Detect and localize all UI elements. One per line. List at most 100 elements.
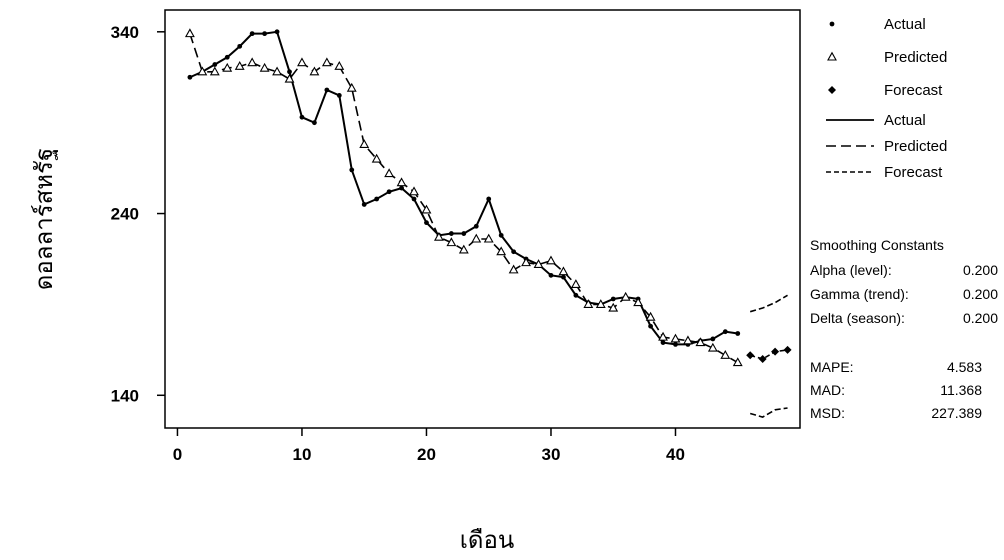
actual-point: [735, 331, 741, 336]
predicted-point: [732, 357, 743, 367]
legend-label: Actual: [884, 16, 926, 33]
constant-value: 0.200: [963, 262, 998, 278]
constant-value: 0.200: [963, 310, 998, 326]
predicted-point: [346, 82, 357, 92]
predicted-point: [683, 335, 693, 345]
actual-point: [710, 336, 716, 342]
actual-point: [673, 342, 678, 347]
predicted-point: [197, 66, 208, 76]
predicted-point: [234, 61, 245, 70]
legend-label: Predicted: [884, 138, 947, 155]
predicted-point: [433, 231, 444, 241]
forecast-line: [749, 349, 788, 360]
legend-marker-diamond: [828, 86, 836, 94]
actual-point: [548, 272, 554, 278]
predicted-point: [334, 61, 345, 70]
measure-value: 4.583: [947, 359, 982, 375]
actual-point: [299, 114, 305, 120]
predicted-point: [209, 66, 220, 76]
y-axis-title: ดอลลาร์สหรัฐ: [30, 148, 58, 290]
forecast-point: [746, 351, 755, 360]
smoothing-stats-panel: Smoothing Constants Alpha (level): 0.200 Ga…: [810, 237, 998, 421]
actual-point: [287, 69, 292, 75]
predicted-point: [396, 177, 407, 187]
predicted-point: [297, 57, 307, 67]
forecast-point: [771, 347, 780, 356]
predicted-point: [483, 233, 494, 243]
predicted-point: [521, 257, 532, 267]
predicted-point: [458, 244, 469, 254]
predicted-point: [222, 62, 233, 72]
measure-label: MSD:: [810, 405, 845, 421]
actual-point: [660, 340, 666, 345]
x-axis-title: เดือน: [460, 526, 515, 554]
actual-point: [249, 31, 255, 37]
x-tick-label: 20: [417, 445, 436, 464]
predicted-point: [533, 259, 544, 268]
actual-point: [648, 323, 653, 329]
predicted-point: [608, 302, 619, 312]
predicted-point: [633, 297, 644, 307]
predicted-point: [321, 57, 332, 67]
predicted-point: [247, 57, 258, 67]
legend-label: Predicted: [884, 49, 947, 66]
forecast-point: [758, 354, 767, 363]
actual-point: [473, 223, 479, 229]
predicted-point: [309, 66, 320, 76]
actual-point: [212, 62, 218, 67]
constant-label: Delta (season):: [810, 310, 905, 326]
actual-point: [561, 274, 566, 280]
forecast-point: [783, 345, 792, 354]
actual-point: [262, 31, 268, 37]
forecast-upper-bound-line: [749, 294, 788, 313]
predicted-point: [707, 342, 718, 352]
measure-label: MAPE:: [810, 359, 854, 375]
y-tick-label: 240: [111, 205, 139, 224]
actual-point: [573, 292, 579, 298]
actual-point: [386, 189, 392, 195]
actual-point: [361, 202, 367, 207]
actual-point: [722, 329, 728, 335]
actual-point: [324, 87, 330, 93]
actual-point: [411, 196, 417, 202]
actual-point: [336, 93, 342, 98]
series-layer: [184, 28, 792, 418]
predicted-point: [583, 299, 594, 308]
predicted-point: [645, 311, 656, 321]
legend-label: Actual: [884, 112, 926, 129]
actual-point: [224, 54, 230, 60]
actual-point: [610, 296, 616, 302]
legend-marker-triangle: [827, 51, 837, 61]
measure-label: MAD:: [810, 382, 845, 398]
forecast-lower-bound-line: [749, 407, 788, 418]
x-tick-label: 10: [292, 445, 311, 464]
actual-point: [461, 231, 467, 236]
legend-label: Forecast: [884, 164, 943, 181]
y-tick-label: 340: [111, 23, 139, 42]
predicted-point: [409, 186, 419, 196]
actual-point: [349, 167, 355, 173]
predicted-point: [471, 233, 482, 243]
series-forecast: [746, 294, 792, 418]
constant-label: Gamma (trend):: [810, 286, 909, 302]
plot-frame: [164, 9, 801, 429]
predicted-point: [421, 204, 432, 214]
x-tick-label: 0: [173, 445, 182, 464]
predicted-point: [546, 255, 556, 265]
x-tick-label: 30: [542, 445, 561, 464]
actual-point: [237, 43, 243, 49]
predicted-point: [496, 246, 507, 256]
legend: Actual Predicted Forecast Actual Predicted Fo…: [826, 16, 947, 181]
predicted-point: [570, 279, 581, 288]
predicted-point: [446, 237, 457, 247]
actual-point: [399, 185, 404, 191]
actual-point: [424, 220, 429, 226]
predicted-point: [259, 62, 270, 72]
predicted-point: [508, 264, 519, 274]
predicted-point: [272, 66, 282, 76]
x-tick-label: 40: [666, 445, 685, 464]
constant-label: Alpha (level):: [810, 262, 892, 278]
predicted-point: [184, 28, 195, 38]
y-tick-label: 140: [111, 386, 139, 405]
